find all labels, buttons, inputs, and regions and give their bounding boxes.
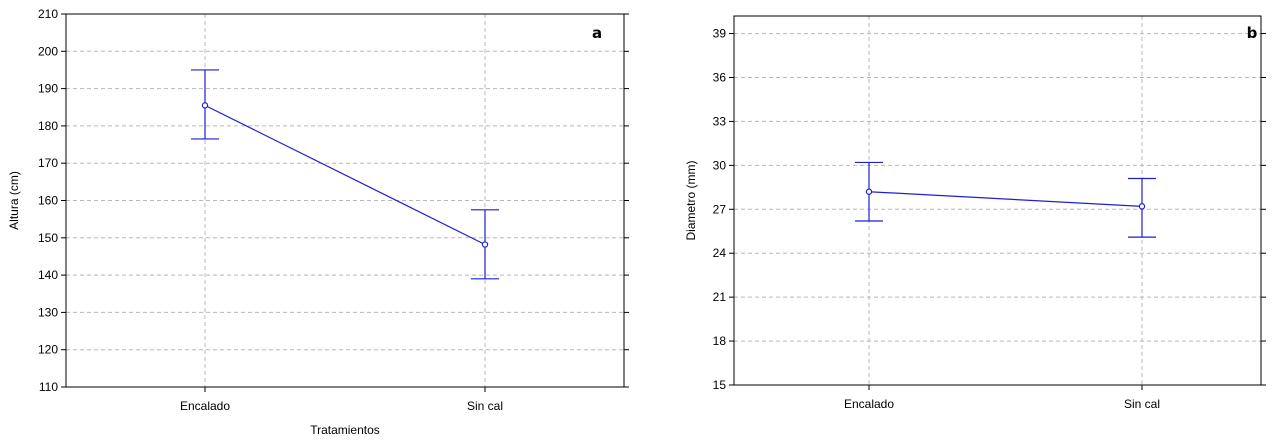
y-axis-label: Diametro (mm) bbox=[684, 160, 698, 240]
chart-panel-b: 15 18 21 24 27 30 33 36 39 Encalado Sin cal Diametr… bbox=[684, 15, 1266, 411]
y-tick-label: 110 bbox=[39, 380, 58, 394]
x-axis-label: Tratamientos bbox=[310, 423, 380, 437]
y-tick-label: 30 bbox=[713, 158, 727, 172]
panel-letter: a bbox=[592, 24, 602, 42]
series-line bbox=[868, 191, 1143, 207]
y-tick-label: 36 bbox=[713, 71, 727, 85]
series-line bbox=[204, 104, 486, 246]
y-tick-label: 130 bbox=[38, 305, 58, 319]
y-tick-label: 15 bbox=[713, 378, 727, 392]
y-tick-label: 210 bbox=[38, 7, 58, 21]
y-tick-label: 190 bbox=[38, 82, 58, 96]
x-tick-label: Sin cal bbox=[467, 399, 503, 413]
y-tick-label: 120 bbox=[38, 343, 58, 357]
data-point bbox=[201, 102, 209, 109]
y-tick-label: 24 bbox=[713, 246, 727, 260]
data-point bbox=[481, 241, 489, 248]
panel-letter: b bbox=[1247, 24, 1258, 42]
data-point bbox=[1138, 203, 1146, 210]
y-tick-label: 200 bbox=[38, 44, 58, 58]
plot-frame bbox=[65, 13, 625, 388]
y-tick-label: 27 bbox=[713, 202, 727, 216]
y-tick-label: 140 bbox=[38, 268, 58, 282]
y-tick-label: 170 bbox=[38, 156, 58, 170]
y-tick-label: 150 bbox=[38, 231, 58, 245]
data-point bbox=[865, 188, 873, 195]
y-axis-label: Altura (cm) bbox=[7, 171, 21, 230]
y-tick-label: 33 bbox=[713, 114, 727, 128]
y-tick-label: 160 bbox=[38, 194, 58, 208]
y-tick-label: 180 bbox=[38, 119, 58, 133]
x-tick-label: Encalado bbox=[844, 397, 894, 411]
y-tick-label: 21 bbox=[713, 290, 727, 304]
y-tick-label: 39 bbox=[713, 27, 727, 41]
chart-panel-a: 110 120 130 140 150 160 170 180 190 200 210 Encalad… bbox=[7, 7, 629, 437]
x-tick-label: Sin cal bbox=[1124, 397, 1160, 411]
x-tick-label: Encalado bbox=[180, 399, 230, 413]
y-tick-label: 18 bbox=[713, 334, 727, 348]
plot-frame bbox=[733, 15, 1262, 386]
